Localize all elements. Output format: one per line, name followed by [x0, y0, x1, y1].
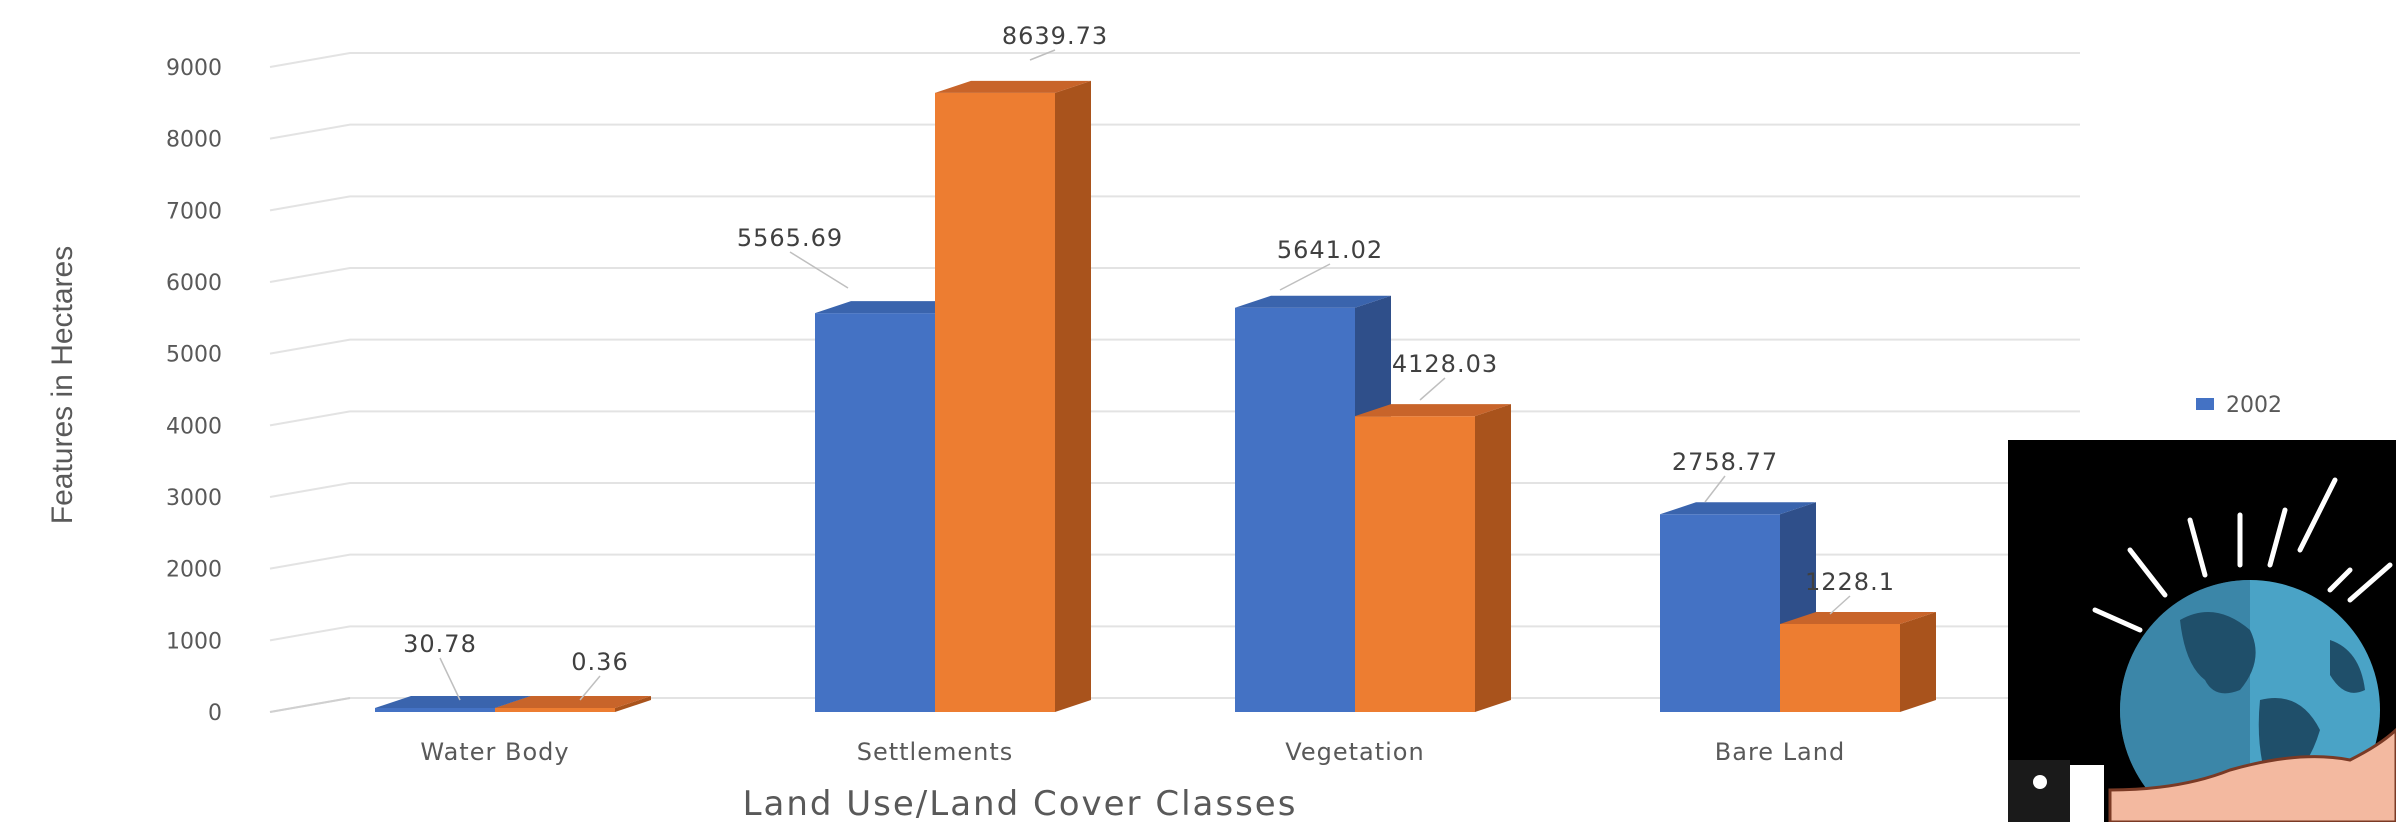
- bar-side: [615, 696, 651, 712]
- floor-edge: [269, 697, 351, 713]
- gridline: [269, 52, 2080, 68]
- bar: [375, 708, 495, 712]
- gridline: [269, 482, 2080, 498]
- bar: [935, 92, 1055, 713]
- legend-label: 2002: [2226, 393, 2282, 418]
- gridline: [269, 338, 2080, 355]
- bar: [1660, 514, 1780, 712]
- data-label-leader: [1029, 49, 1056, 61]
- gridline: [269, 123, 2080, 140]
- y-tick-label: 1000: [166, 629, 222, 654]
- data-label-leader: [439, 657, 461, 701]
- y-tick-label: 8000: [166, 128, 222, 153]
- data-label-leader: [1419, 377, 1446, 401]
- data-label: 1228.1: [1805, 568, 1895, 596]
- ray: [2347, 562, 2393, 603]
- bar-top: [1660, 502, 1816, 515]
- y-tick-label: 5000: [166, 343, 222, 368]
- data-label: 8639.73: [1002, 22, 1108, 50]
- ray: [2297, 477, 2338, 553]
- shirt-cuff: [2070, 765, 2104, 822]
- data-label-leader: [1279, 263, 1331, 291]
- y-tick-label: 2000: [166, 558, 222, 583]
- bar-top: [375, 696, 531, 708]
- data-label: 5565.69: [737, 224, 843, 252]
- bar: [1355, 416, 1475, 712]
- data-label: 2758.77: [1672, 448, 1778, 476]
- data-label: 5641.02: [1277, 236, 1383, 264]
- ray: [2092, 607, 2143, 633]
- bar-side: [1055, 80, 1091, 713]
- x-tick-label: Vegetation: [1285, 738, 1424, 766]
- x-axis-title: Land Use/Land Cover Classes: [743, 784, 1298, 822]
- x-tick-label: Water Body: [420, 738, 569, 766]
- cuff: [2008, 760, 2070, 822]
- y-tick-label: 4000: [166, 414, 222, 439]
- bar-top: [495, 696, 651, 708]
- cuff-button: [2033, 775, 2047, 789]
- ray: [2187, 517, 2208, 578]
- x-tick-label: Settlements: [857, 738, 1014, 766]
- data-label: 0.36: [571, 648, 628, 676]
- gridline: [269, 410, 2080, 427]
- ray: [2267, 507, 2288, 568]
- y-tick-label: 6000: [166, 271, 222, 296]
- data-label-leader: [1829, 595, 1851, 615]
- bar-side: [1900, 611, 1936, 712]
- globe-in-hand-icon: [2008, 440, 2396, 826]
- bar: [815, 313, 935, 712]
- data-label-leader: [579, 675, 601, 701]
- bar-top: [815, 301, 971, 314]
- bar-top: [1355, 404, 1511, 417]
- data-label-leader: [1704, 475, 1726, 503]
- legend-swatch: [2196, 398, 2214, 410]
- y-tick-label: 3000: [166, 486, 222, 511]
- gridline: [269, 267, 2080, 283]
- data-label-leader: [789, 251, 849, 289]
- bar: [1780, 623, 1900, 712]
- y-tick-label: 7000: [166, 199, 222, 224]
- bar: [1235, 307, 1355, 712]
- data-label: 4128.03: [1392, 350, 1498, 378]
- hand: [2108, 727, 2396, 824]
- ray: [2327, 567, 2353, 593]
- y-tick-label: 0: [208, 701, 222, 726]
- x-tick-label: Bare Land: [1715, 738, 1845, 766]
- y-tick-label: 9000: [166, 56, 222, 81]
- gridline: [269, 195, 2080, 212]
- ray: [2127, 547, 2168, 598]
- bar-top: [935, 80, 1091, 93]
- continent: [2180, 612, 2256, 694]
- bar-top: [1235, 295, 1391, 308]
- continent: [2330, 640, 2365, 693]
- bar: [495, 708, 615, 712]
- y-axis-title: Features in Hectares: [46, 246, 79, 524]
- bar-side: [1475, 404, 1511, 712]
- data-label: 30.78: [403, 630, 477, 658]
- bar-top: [1780, 611, 1936, 624]
